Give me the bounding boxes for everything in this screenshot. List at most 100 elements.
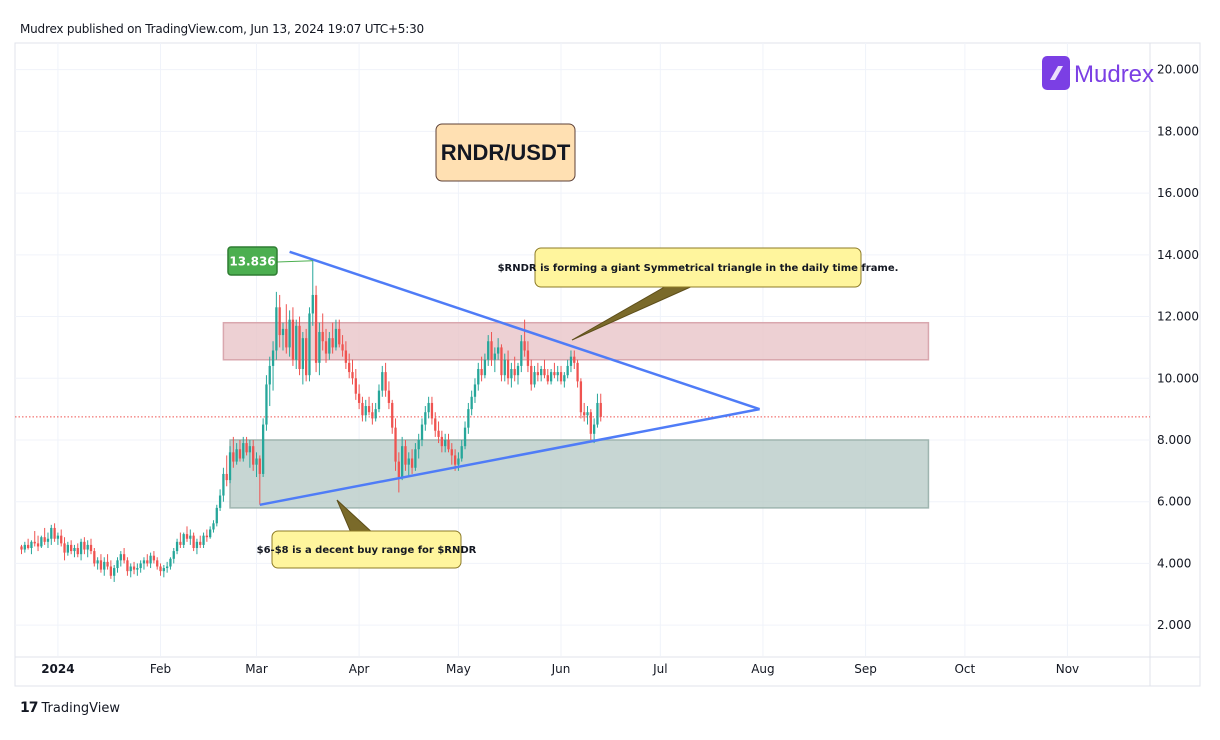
candle-body bbox=[417, 439, 420, 450]
candle bbox=[374, 402, 377, 422]
candle-body bbox=[344, 350, 348, 363]
time-axis-label: Feb bbox=[150, 662, 171, 676]
candle bbox=[33, 531, 36, 547]
tradingview-brand[interactable]: 17 TradingView bbox=[20, 700, 120, 716]
candle-body bbox=[36, 543, 40, 547]
candle-body bbox=[295, 325, 298, 360]
candle bbox=[549, 369, 553, 385]
candle-body bbox=[397, 461, 400, 478]
candle-body bbox=[30, 541, 33, 548]
time-axis-label: Apr bbox=[349, 662, 370, 676]
candle-body bbox=[109, 566, 113, 576]
candle bbox=[414, 443, 417, 471]
candle bbox=[387, 381, 391, 410]
candle bbox=[579, 378, 583, 419]
candle-body bbox=[341, 344, 344, 351]
candle bbox=[179, 532, 182, 548]
candle bbox=[23, 541, 26, 553]
candle bbox=[20, 544, 23, 555]
chart-annotations: 13.836 RNDR/USDT $RNDR is forming a giant … bbox=[227, 56, 1154, 569]
candle bbox=[295, 319, 298, 370]
candle bbox=[394, 418, 397, 471]
candle bbox=[533, 365, 536, 388]
candle-body bbox=[477, 369, 480, 385]
candle-body bbox=[430, 402, 434, 419]
candle bbox=[496, 338, 500, 360]
candle bbox=[437, 421, 440, 444]
candle bbox=[417, 433, 420, 459]
candle bbox=[506, 350, 510, 385]
candle-body bbox=[414, 449, 417, 468]
candle bbox=[410, 449, 414, 474]
candle bbox=[404, 439, 407, 471]
candle bbox=[36, 535, 40, 552]
candle bbox=[500, 344, 503, 382]
candle bbox=[301, 331, 304, 385]
candle bbox=[592, 418, 596, 444]
triangle-upper-line bbox=[289, 250, 761, 411]
candle-body bbox=[93, 551, 96, 564]
candle-body bbox=[285, 328, 288, 348]
candle-body bbox=[301, 338, 304, 370]
candle-body bbox=[364, 406, 367, 416]
candle-body bbox=[384, 372, 387, 391]
chart-title: RNDR/USDT bbox=[441, 140, 571, 165]
tradingview-brand-label: TradingView bbox=[41, 700, 121, 716]
candle-body bbox=[321, 331, 324, 342]
candle bbox=[99, 554, 103, 573]
candle-body bbox=[222, 473, 225, 496]
candle-body bbox=[129, 566, 132, 572]
candle-body bbox=[371, 412, 374, 419]
candle-body bbox=[573, 356, 576, 363]
candle-body bbox=[513, 369, 516, 376]
candle-body bbox=[348, 362, 351, 373]
candle-body bbox=[298, 325, 301, 370]
candle-body bbox=[60, 535, 63, 544]
candle bbox=[96, 557, 99, 570]
mudrex-brand-text: Mudrex bbox=[1074, 61, 1154, 88]
candle-body bbox=[473, 384, 477, 397]
candle bbox=[351, 359, 354, 385]
candle-body bbox=[248, 446, 252, 453]
candle-body bbox=[536, 372, 540, 376]
candle bbox=[136, 563, 139, 576]
candle bbox=[40, 535, 43, 548]
candle bbox=[205, 529, 209, 542]
price-axis-label: 20.000 bbox=[1157, 63, 1199, 77]
candle-body bbox=[149, 555, 152, 564]
candle bbox=[209, 526, 212, 539]
candle bbox=[126, 557, 129, 576]
candle bbox=[470, 390, 473, 416]
candle bbox=[556, 365, 559, 382]
candle bbox=[281, 322, 285, 351]
candle-body bbox=[26, 544, 30, 548]
peak-price-label bbox=[227, 246, 278, 276]
buy-range-note-box bbox=[271, 530, 462, 569]
candle bbox=[149, 552, 152, 569]
candle bbox=[523, 319, 526, 357]
candle-body bbox=[268, 365, 271, 385]
candle bbox=[348, 353, 351, 379]
candle bbox=[46, 532, 50, 548]
candle-body bbox=[261, 424, 265, 474]
chart-axes: 2024 Feb Mar Apr May Jun Jul Aug Sep Oct Nov 2.000 4… bbox=[41, 63, 1199, 676]
mudrex-watermark: Mudrex bbox=[1042, 56, 1154, 90]
candle-body bbox=[311, 294, 314, 314]
candle bbox=[215, 504, 218, 527]
candle-body bbox=[132, 566, 136, 570]
candle bbox=[463, 421, 467, 450]
candle-body bbox=[275, 307, 278, 351]
candle-body bbox=[265, 384, 268, 425]
candle bbox=[586, 406, 589, 425]
candle-body bbox=[500, 347, 503, 376]
candle-body bbox=[40, 537, 43, 547]
candle bbox=[569, 350, 573, 373]
candle bbox=[566, 359, 569, 379]
candle bbox=[225, 455, 228, 487]
candle-body bbox=[156, 560, 159, 567]
candle bbox=[278, 294, 281, 348]
candle bbox=[258, 455, 261, 505]
time-axis-label: Nov bbox=[1056, 662, 1079, 676]
candle bbox=[583, 402, 586, 422]
